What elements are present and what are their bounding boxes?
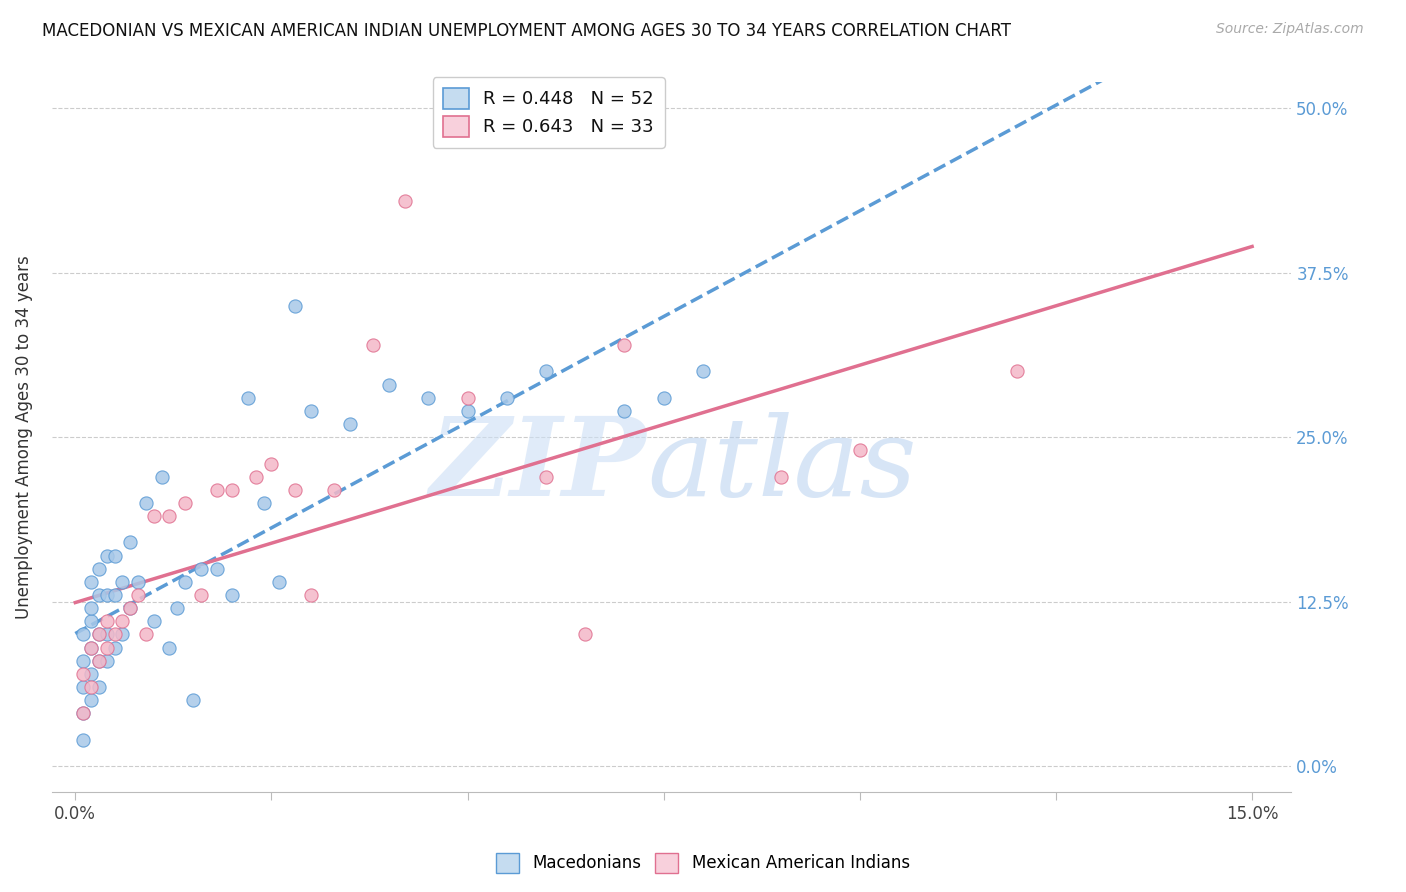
Point <box>80 640 103 655</box>
Point <box>613 404 636 418</box>
Point <box>135 496 157 510</box>
Point <box>96 615 118 629</box>
Point <box>378 377 401 392</box>
Point <box>103 549 125 563</box>
Point <box>692 364 714 378</box>
Point <box>72 732 94 747</box>
Point <box>72 706 94 721</box>
Legend: R = 0.448   N = 52, R = 0.643   N = 33: R = 0.448 N = 52, R = 0.643 N = 33 <box>433 77 665 147</box>
Point <box>87 627 110 641</box>
Point <box>236 391 259 405</box>
Point <box>135 627 157 641</box>
Point <box>127 574 149 589</box>
Text: atlas: atlas <box>647 412 917 519</box>
Point <box>849 443 872 458</box>
Point <box>72 706 94 721</box>
Point <box>80 574 103 589</box>
Point <box>96 549 118 563</box>
Point <box>103 627 125 641</box>
Point <box>205 483 228 497</box>
Point <box>96 627 118 641</box>
Point <box>221 483 243 497</box>
Point <box>150 469 173 483</box>
Text: ZIP: ZIP <box>430 412 647 519</box>
Point <box>174 496 197 510</box>
Point <box>96 640 118 655</box>
Point <box>534 469 557 483</box>
Point <box>174 574 197 589</box>
Point <box>652 391 675 405</box>
Text: Source: ZipAtlas.com: Source: ZipAtlas.com <box>1216 22 1364 37</box>
Point <box>574 627 596 641</box>
Point <box>363 338 385 352</box>
Point <box>80 640 103 655</box>
Point <box>80 615 103 629</box>
Point <box>457 404 479 418</box>
Point <box>190 562 212 576</box>
Point <box>252 496 274 510</box>
Point <box>166 601 188 615</box>
Point <box>111 615 134 629</box>
Point <box>87 654 110 668</box>
Point <box>80 667 103 681</box>
Point <box>96 588 118 602</box>
Point <box>103 640 125 655</box>
Point <box>221 588 243 602</box>
Point <box>1005 364 1028 378</box>
Point <box>87 562 110 576</box>
Point <box>127 588 149 602</box>
Point <box>284 483 307 497</box>
Point <box>205 562 228 576</box>
Point <box>87 588 110 602</box>
Point <box>103 588 125 602</box>
Point <box>142 615 165 629</box>
Point <box>111 627 134 641</box>
Legend: Macedonians, Mexican American Indians: Macedonians, Mexican American Indians <box>489 847 917 880</box>
Point <box>770 469 793 483</box>
Point <box>245 469 267 483</box>
Point <box>394 194 416 208</box>
Point <box>159 509 181 524</box>
Point <box>72 680 94 694</box>
Point <box>120 601 142 615</box>
Point <box>299 588 322 602</box>
Point <box>120 601 142 615</box>
Point <box>120 535 142 549</box>
Point <box>87 654 110 668</box>
Point <box>495 391 517 405</box>
Point <box>418 391 440 405</box>
Point <box>72 654 94 668</box>
Point <box>80 680 103 694</box>
Point <box>159 640 181 655</box>
Y-axis label: Unemployment Among Ages 30 to 34 years: Unemployment Among Ages 30 to 34 years <box>15 255 32 619</box>
Point <box>96 654 118 668</box>
Point <box>190 588 212 602</box>
Point <box>299 404 322 418</box>
Point <box>284 299 307 313</box>
Point <box>613 338 636 352</box>
Point <box>260 457 283 471</box>
Point <box>87 627 110 641</box>
Point <box>80 601 103 615</box>
Point <box>323 483 346 497</box>
Point <box>269 574 291 589</box>
Point <box>142 509 165 524</box>
Text: MACEDONIAN VS MEXICAN AMERICAN INDIAN UNEMPLOYMENT AMONG AGES 30 TO 34 YEARS COR: MACEDONIAN VS MEXICAN AMERICAN INDIAN UN… <box>42 22 1011 40</box>
Point <box>534 364 557 378</box>
Point <box>87 680 110 694</box>
Point <box>181 693 204 707</box>
Point <box>111 574 134 589</box>
Point <box>72 627 94 641</box>
Point <box>339 417 361 431</box>
Point <box>72 667 94 681</box>
Point <box>457 391 479 405</box>
Point <box>80 693 103 707</box>
